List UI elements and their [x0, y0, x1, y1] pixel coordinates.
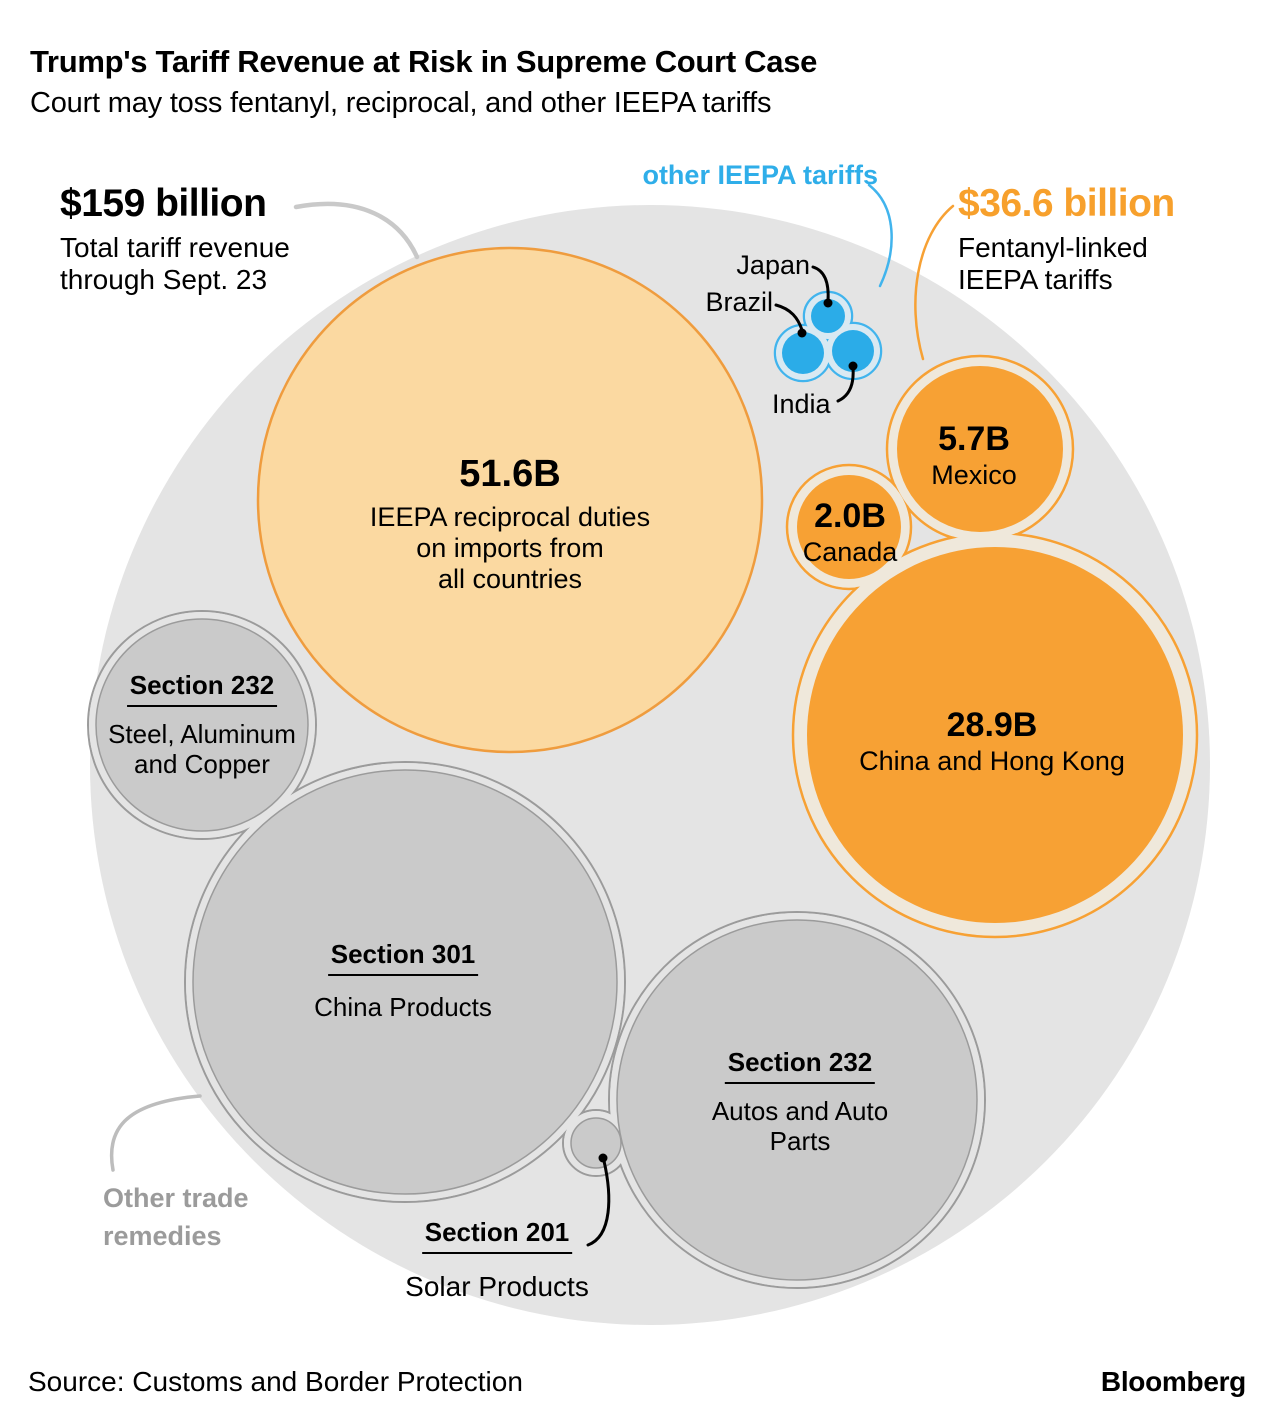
chart-subtitle: Court may toss fentanyl, reciprocal, and… — [30, 87, 772, 119]
leader-dot-solar — [598, 1153, 608, 1163]
canada-value: 2.0B — [814, 497, 886, 535]
remedies-label: Other trade remedies — [103, 1183, 249, 1251]
india-circle — [832, 330, 874, 372]
section301-bubble-text: Section 301 China Products — [314, 941, 492, 1022]
section301-desc: China Products — [314, 992, 492, 1022]
mexico-bubble-text: 5.7B Mexico — [931, 420, 1017, 490]
solar-circle — [570, 1117, 622, 1169]
japan-label: Japan — [736, 250, 810, 280]
reciprocal-bubble-text: 51.6B IEEPA reciprocal duties on imports… — [370, 452, 650, 595]
autos-bubble-text: Section 232 Autos and Auto Parts — [712, 1049, 888, 1156]
mexico-label: Mexico — [931, 460, 1017, 490]
leader-fentanyl — [914, 204, 955, 361]
solar-section: Section 201 — [421, 1219, 573, 1254]
canada-label: Canada — [802, 537, 898, 567]
steel-section: Section 232 — [126, 672, 278, 707]
leader-remedies — [109, 1094, 202, 1172]
section301-circle — [192, 769, 618, 1195]
leader-brazil — [774, 303, 804, 332]
leader-dot-japan — [823, 298, 833, 308]
bloomberg-logo: Bloomberg — [1100, 1366, 1246, 1397]
leader-japan — [811, 265, 830, 303]
china-hk-bubble-text: 28.9B China and Hong Kong — [859, 706, 1125, 776]
canada-circle — [797, 475, 901, 579]
leader-other-ieepa — [867, 183, 893, 288]
section301-section: Section 301 — [327, 941, 479, 976]
leader-solar — [586, 1159, 611, 1247]
china-hk-label: China and Hong Kong — [859, 746, 1125, 776]
chart-title: Trump's Tariff Revenue at Risk in Suprem… — [30, 44, 818, 79]
fentanyl-callout: $36.6 billion Fentanyl-linked IEEPA tari… — [958, 184, 1175, 296]
autos-desc: Autos and Auto Parts — [711, 1096, 889, 1156]
mexico-circle — [897, 366, 1063, 532]
steel-desc: Steel, Aluminum and Copper — [108, 719, 296, 779]
fentanyl-callout-value: $36.6 billion — [958, 182, 1175, 225]
china-hk-circle — [807, 547, 1183, 923]
total-callout-value: $159 billion — [60, 182, 267, 225]
solar-label-text: Section 201 Solar Products — [405, 1219, 589, 1302]
steel-bubble-text: Section 232 Steel, Aluminum and Copper — [108, 672, 296, 779]
leader-total — [293, 201, 420, 260]
autos-section: Section 232 — [724, 1049, 876, 1084]
reciprocal-desc: IEEPA reciprocal duties on imports from … — [369, 502, 651, 594]
other-ieepa-label: other IEEPA tariffs — [642, 160, 878, 190]
china-hk-value: 28.9B — [946, 706, 1038, 744]
reciprocal-value: 51.6B — [459, 453, 561, 495]
total-callout: $159 billion Total tariff revenue throug… — [60, 184, 290, 296]
india-label: India — [772, 389, 831, 419]
reciprocal-circle — [256, 246, 764, 754]
canada-bubble-text: 2.0B Canada — [803, 497, 898, 567]
brazil-label: Brazil — [705, 287, 773, 317]
total-callout-desc: Total tariff revenue through Sept. 23 — [60, 232, 290, 295]
source-note: Source: Customs and Border Protection — [28, 1366, 523, 1397]
steel-circle — [95, 618, 309, 832]
solar-desc: Solar Products — [405, 1271, 589, 1302]
autos-circle — [616, 919, 978, 1281]
leader-india — [836, 366, 855, 403]
fentanyl-callout-desc: Fentanyl-linked IEEPA tariffs — [958, 232, 1148, 295]
mexico-value: 5.7B — [938, 420, 1010, 458]
japan-circle — [811, 299, 845, 333]
leader-dot-brazil — [797, 328, 807, 338]
leader-dot-india — [848, 361, 858, 371]
brazil-circle — [782, 332, 824, 374]
